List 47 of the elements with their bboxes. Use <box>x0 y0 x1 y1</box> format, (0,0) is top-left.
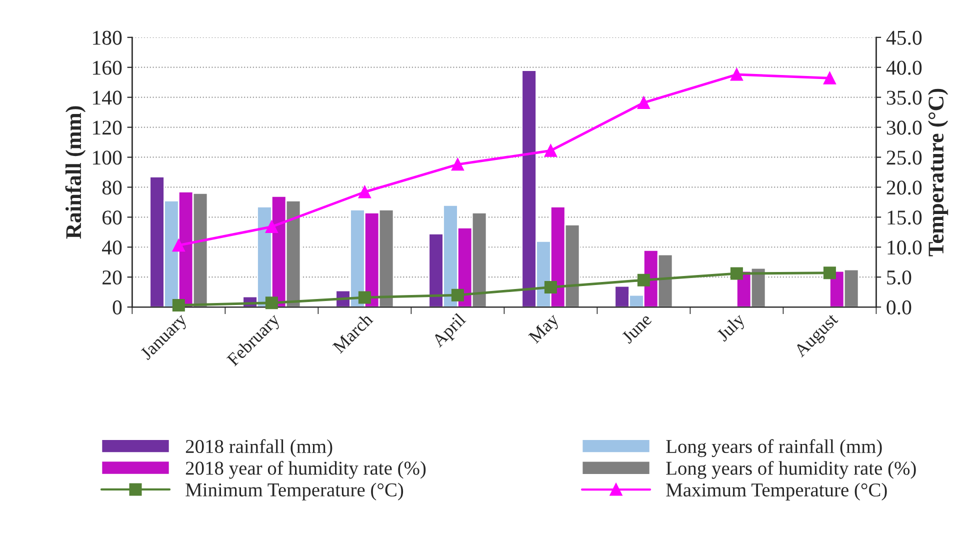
y-tick-label: 0 <box>112 300 122 314</box>
legend-label: 2018 rainfall (mm) <box>186 439 332 458</box>
y-tick-label: 140 <box>93 90 122 105</box>
point <box>172 299 185 312</box>
y2-tick-label: 15.0 <box>888 210 922 225</box>
legend-label: 2018 year of humidity rate (%) <box>186 460 426 479</box>
y2-axis-title: Temperature (°C) <box>928 88 948 256</box>
point <box>358 291 371 304</box>
y2-tick-label: 20.0 <box>886 180 922 195</box>
point <box>265 220 278 233</box>
y2-tick-label: 45.0 <box>886 30 922 45</box>
y2-tick-label: 10.0 <box>888 240 922 255</box>
y-tick-label: 100 <box>93 150 122 165</box>
point <box>637 274 650 286</box>
point <box>358 186 371 198</box>
y-tick-label: 80 <box>102 180 122 195</box>
point <box>544 144 557 157</box>
point <box>730 267 743 280</box>
y-tick-label: 40 <box>102 240 122 255</box>
x-tick-label: July <box>716 312 748 345</box>
x-tick-label: June <box>621 312 652 344</box>
point <box>451 288 464 302</box>
y-tick-label: 120 <box>93 120 122 135</box>
y2-tick-label: 5.0 <box>887 270 912 285</box>
y2-tick-label: 40.0 <box>886 60 922 75</box>
legend-label: Long years of humidity rate (%) <box>666 460 916 479</box>
y-tick-label: 60 <box>102 210 122 225</box>
y2-tick-label: 30.0 <box>886 120 922 135</box>
point <box>544 281 557 294</box>
y2-tick-label: 25.0 <box>886 150 922 165</box>
point <box>823 72 836 84</box>
y2-tick-label: 35.0 <box>886 90 922 105</box>
point <box>172 239 185 252</box>
x-tick-label: May <box>528 312 562 347</box>
point <box>451 158 464 171</box>
y-tick-label: 20 <box>102 270 122 285</box>
point <box>637 96 650 109</box>
y-axis-title: Rainfall (mm) <box>65 106 86 239</box>
point <box>730 68 743 81</box>
legend-label: Minimum Temperature (°C) <box>186 482 404 500</box>
point <box>265 296 278 310</box>
y2-tick-label: 0.0 <box>886 300 912 315</box>
legend-label: Long years of rainfall (mm) <box>666 439 882 458</box>
y-tick-label: 180 <box>93 30 122 45</box>
y-tick-label: 160 <box>93 60 122 75</box>
legend-label: Maximum Temperature (°C) <box>666 482 887 500</box>
point <box>823 266 836 280</box>
